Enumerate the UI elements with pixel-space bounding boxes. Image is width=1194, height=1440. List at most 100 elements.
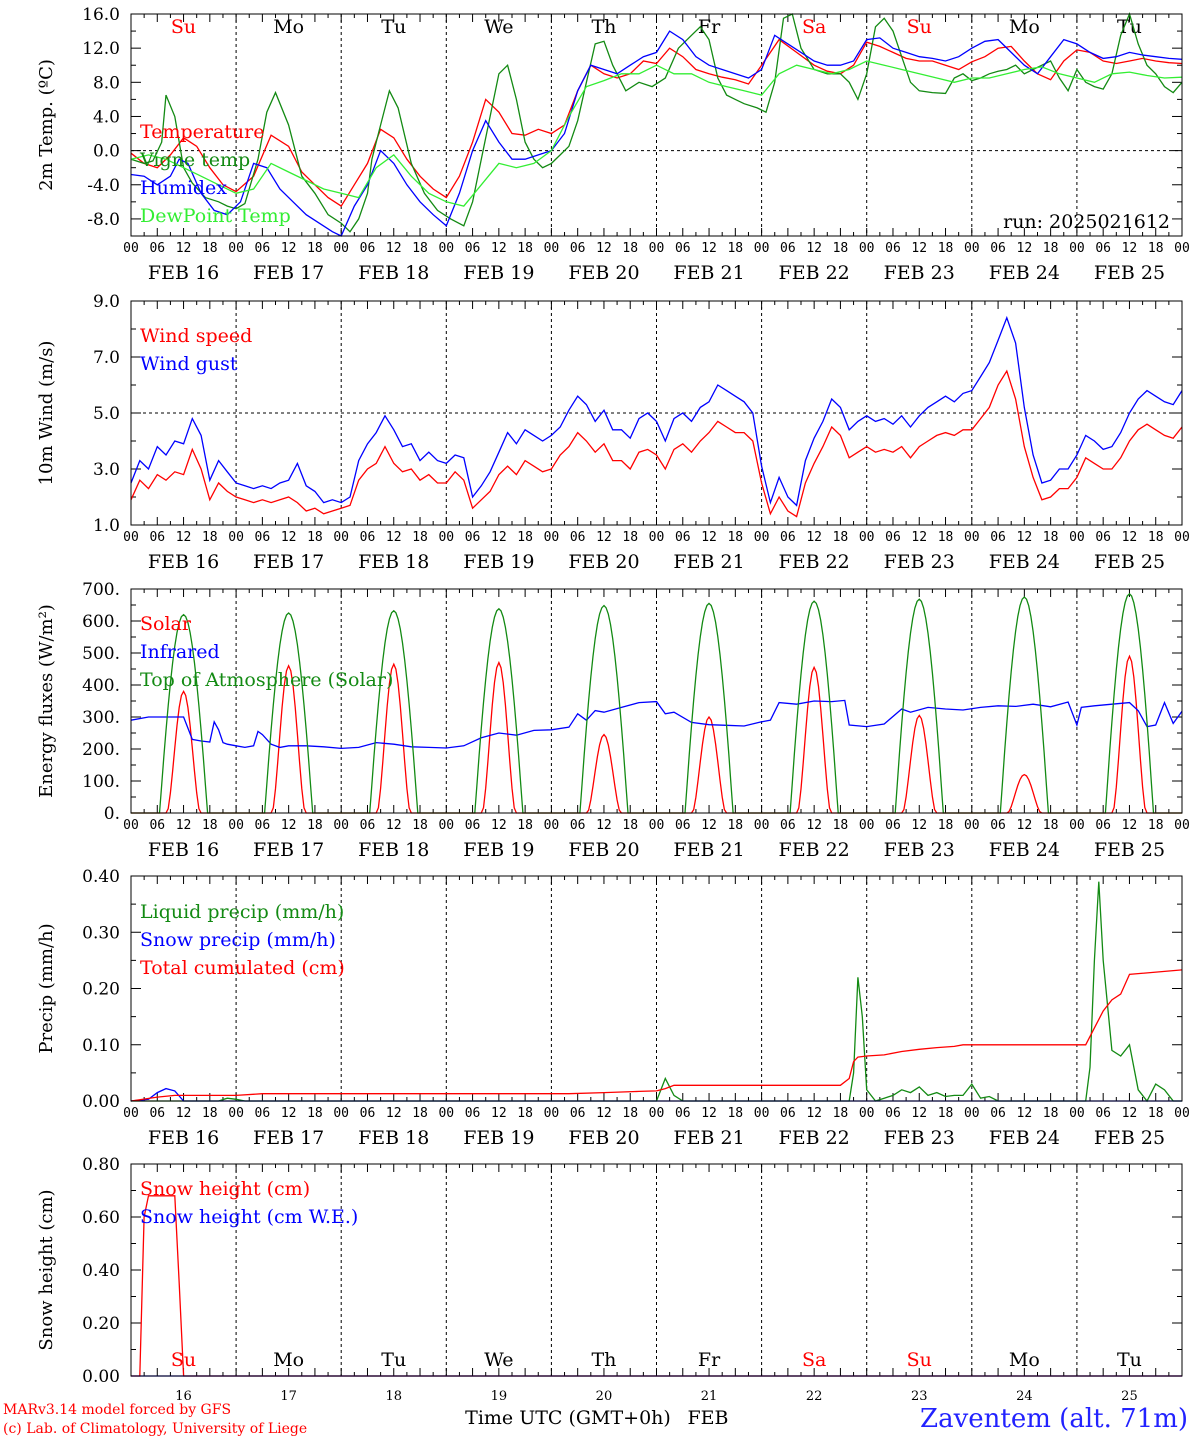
y-tick-label: 7.0 [93,348,120,368]
y-tick-label: 500. [82,644,120,664]
y-tick-label: 9.0 [93,292,120,312]
hour-tick-label: 00 [544,530,560,545]
legend-entry: Wind speed [140,325,252,347]
hour-tick-label: 18 [307,241,323,256]
series-line-2 [130,315,1183,507]
y-axis-label: Snow height (cm) [36,1189,57,1350]
hour-tick-label: 00 [754,241,770,256]
hour-tick-label: 06 [360,818,376,833]
hour-tick-label: 18 [833,1106,849,1121]
hour-tick-label: 18 [938,1106,954,1121]
hour-tick-label: 12 [701,241,717,256]
weekday-label: Th [591,16,616,38]
hour-tick-label: 12 [911,241,927,256]
hour-tick-label: 12 [806,1106,822,1121]
weekday-label: Sa [802,16,826,38]
hour-tick-label: 06 [465,818,481,833]
hour-tick-label: 06 [675,530,691,545]
day-label: FEB 21 [673,262,744,284]
day-label: FEB 25 [1094,839,1165,861]
y-tick-label: 400. [82,676,120,696]
day-label: FEB 16 [148,1127,219,1149]
day-label: FEB 16 [148,262,219,284]
hour-tick-label: 12 [596,1106,612,1121]
y-tick-label: -4.0 [87,176,120,196]
hour-tick-label: 00 [123,1106,139,1121]
chart-panel-2: 9.0 7.0 5.0 3.0 1.0 10m Wind (m/s) 00 06 12 18 00 0… [36,292,1190,573]
hour-tick-label: 00 [1174,530,1190,545]
y-tick-label: 12.0 [82,39,120,59]
hour-tick-label: 18 [202,241,218,256]
hour-tick-label: 06 [360,1106,376,1121]
month-label: FEB [687,1407,728,1429]
model-credit: MARv3.14 model forced by GFS [3,1402,231,1418]
hour-tick-label: 06 [149,530,165,545]
hour-tick-label: 06 [780,530,796,545]
hour-tick-label: 06 [465,1106,481,1121]
hour-tick-label: 00 [859,530,875,545]
plot-frame [130,13,1183,237]
hour-tick-label: 06 [255,818,271,833]
hour-tick-label: 12 [176,1106,192,1121]
hour-tick-label: 06 [990,818,1006,833]
hour-tick-label: 18 [202,530,218,545]
hour-tick-label: 18 [517,241,533,256]
hour-tick-label: 12 [806,530,822,545]
hour-tick-label: 06 [570,241,586,256]
hour-tick-label: 00 [438,818,454,833]
chart-panel-1: 16.0 12.0 8.0 4.0 0.0 -4.0 -8.0 2m Temp. (ºC) 00… [36,5,1190,284]
hour-tick-label: 12 [596,818,612,833]
hour-tick-label: 18 [938,241,954,256]
day-number-label: 17 [280,1389,297,1404]
hour-tick-label: 18 [622,818,638,833]
day-label: FEB 17 [253,551,324,573]
weekday-label: Tu [381,16,406,38]
hour-tick-label: 00 [754,818,770,833]
hour-tick-label: 18 [412,241,428,256]
hour-tick-label: 18 [517,530,533,545]
day-label: FEB 20 [568,839,639,861]
day-label: FEB 25 [1094,1127,1165,1149]
hour-tick-label: 12 [491,1106,507,1121]
weekday-label: Mo [273,1349,304,1371]
weekday-label: Su [171,1349,196,1371]
hour-tick-label: 06 [360,241,376,256]
hour-tick-label: 06 [149,241,165,256]
series-line-1 [130,369,1183,518]
plot-frame [130,588,1183,814]
hour-tick-label: 06 [885,818,901,833]
y-tick-label: 5.0 [93,404,120,424]
weekday-label: Sa [802,1349,826,1371]
day-label: FEB 24 [989,551,1060,573]
hour-tick-label: 18 [1043,530,1059,545]
hour-tick-label: 00 [754,1106,770,1121]
y-tick-label: 1.0 [93,516,120,536]
hour-tick-label: 00 [649,818,665,833]
hour-tick-label: 06 [885,530,901,545]
hour-tick-label: 12 [596,530,612,545]
y-tick-label: 0.20 [82,1314,120,1334]
hour-tick-label: 12 [911,1106,927,1121]
hour-tick-label: 00 [438,241,454,256]
y-tick-label: 600. [82,612,120,632]
hour-tick-label: 18 [1148,1106,1164,1121]
hour-tick-label: 06 [675,241,691,256]
y-tick-label: 0.40 [82,1261,120,1281]
weekday-label: Tu [381,1349,406,1371]
hour-tick-label: 12 [491,818,507,833]
weekday-label: Fr [698,1349,721,1371]
hour-tick-label: 00 [438,530,454,545]
y-axis-label: 2m Temp. (ºC) [36,59,57,191]
hour-tick-label: 00 [228,1106,244,1121]
hour-tick-label: 12 [701,818,717,833]
hour-tick-label: 06 [990,530,1006,545]
hour-tick-label: 06 [570,1106,586,1121]
day-number-label: 16 [175,1389,192,1404]
day-number-label: 22 [806,1389,823,1404]
hour-tick-label: 00 [649,241,665,256]
hour-tick-label: 12 [1017,241,1033,256]
hour-tick-label: 18 [727,241,743,256]
hour-tick-label: 18 [938,530,954,545]
hour-tick-label: 06 [149,818,165,833]
hour-tick-label: 18 [622,1106,638,1121]
